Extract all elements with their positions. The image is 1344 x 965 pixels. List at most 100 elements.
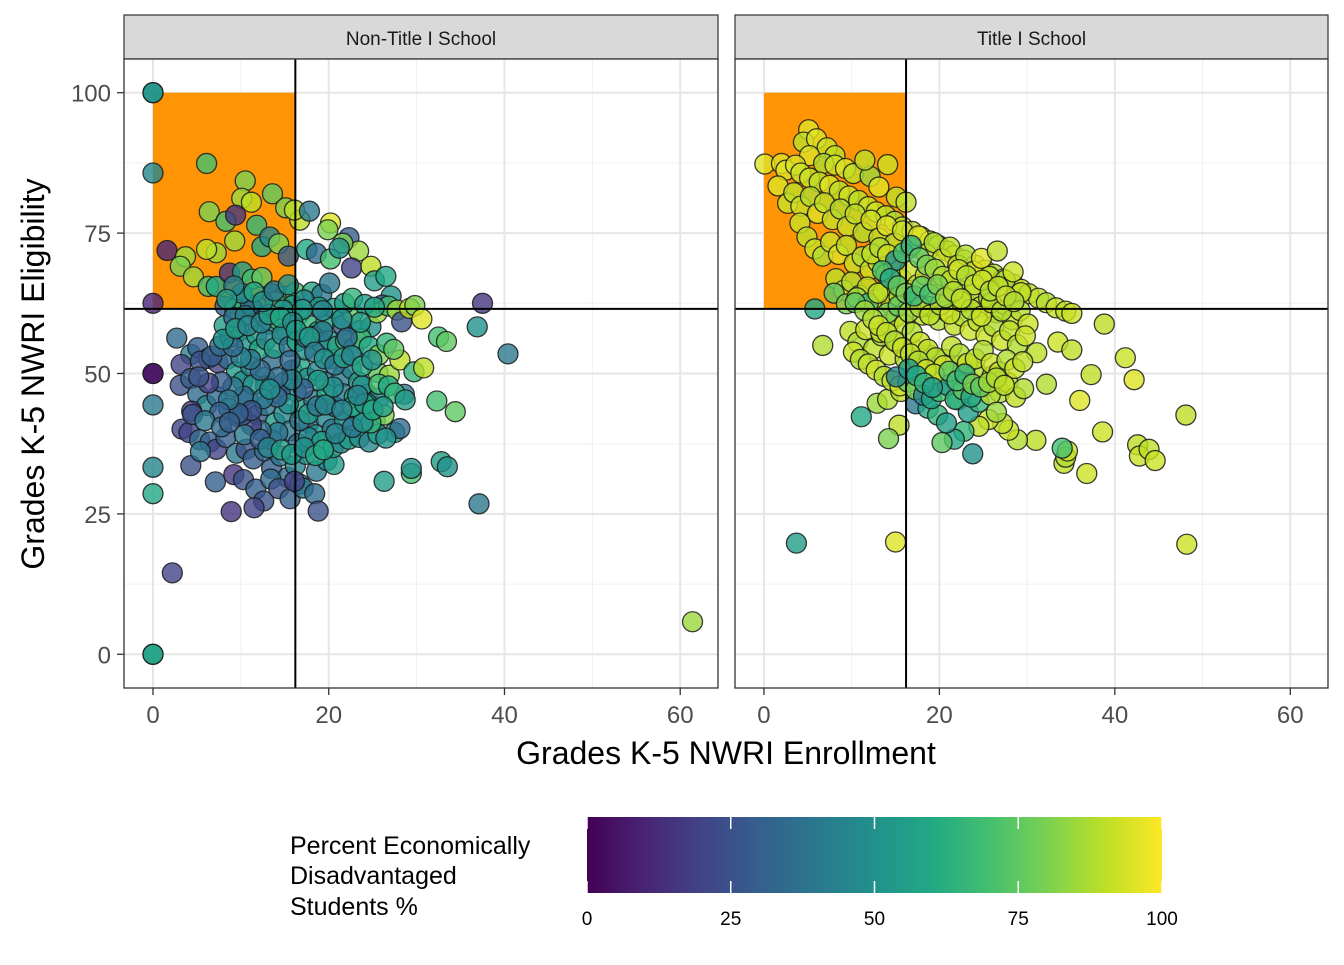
scatter-point	[436, 456, 459, 478]
legend-tick-label: 75	[1008, 909, 1029, 930]
scatter-point	[412, 357, 435, 379]
scatter-point	[156, 239, 178, 262]
legend-tick-label: 25	[720, 909, 741, 930]
scatter-point	[400, 457, 422, 480]
x-tick-label: 60	[667, 702, 694, 729]
scatter-point	[850, 406, 872, 428]
scatter-point	[304, 483, 326, 505]
scatter-point	[1080, 363, 1102, 386]
scatter-point	[218, 411, 241, 434]
scatter-point	[468, 493, 490, 515]
scatter-point	[1012, 351, 1034, 373]
scatter-point	[349, 311, 372, 334]
legend-title-line-3: Students %	[290, 893, 418, 921]
scatter-point	[340, 257, 363, 279]
legend-tick-label: 50	[864, 909, 885, 930]
scatter-point	[328, 237, 350, 259]
scatter-point	[195, 238, 218, 261]
x-tick-label: 20	[926, 702, 953, 729]
scatter-point	[224, 204, 247, 226]
scatter-point	[317, 219, 339, 241]
scatter-point	[921, 376, 944, 399]
scatter-point	[279, 349, 301, 372]
scatter-point	[216, 288, 238, 311]
scatter-point	[785, 532, 808, 554]
scatter-point	[1076, 462, 1098, 485]
scatter-point	[318, 272, 341, 294]
scatter-point	[1051, 437, 1073, 459]
scatter-point	[142, 483, 164, 505]
facet-strip-label: Title I School	[977, 29, 1086, 50]
scatter-point	[243, 497, 265, 519]
scatter-point	[935, 412, 958, 434]
scatter-point	[1035, 373, 1058, 395]
y-tick-label: 25	[84, 502, 111, 529]
scatter-point	[142, 292, 164, 314]
scatter-point	[435, 330, 458, 353]
scatter-point	[142, 82, 164, 104]
scatter-point	[1091, 421, 1114, 443]
x-axis-title: Grades K-5 NWRI Enrollment	[516, 735, 936, 771]
panel-border	[734, 58, 1329, 689]
scatter-point	[1012, 378, 1035, 400]
facet-strip-label: Non-Title I School	[346, 29, 496, 50]
scatter-point	[835, 234, 858, 257]
panel-title-i: Title I School	[734, 14, 1329, 689]
scatter-point	[986, 240, 1008, 262]
color-legend: Percent Economically Disadvantaged Stude…	[290, 817, 1178, 930]
facet-strip	[734, 14, 1329, 60]
scatter-point	[1176, 533, 1198, 555]
scatter-point	[426, 390, 448, 412]
scatter-point	[166, 327, 188, 349]
scatter-point	[411, 308, 433, 330]
scatter-point	[234, 170, 256, 192]
scatter-point	[277, 245, 299, 267]
scatter-point	[1061, 339, 1083, 361]
scatter-point	[1025, 429, 1047, 451]
x-tick-label: 40	[1101, 702, 1128, 729]
scatter-point	[161, 562, 183, 584]
scatter-point	[204, 471, 227, 493]
scatter-point	[394, 389, 416, 411]
scatter-point	[142, 362, 164, 385]
scatter-point	[142, 643, 164, 665]
scatter-point	[142, 394, 164, 416]
scatter-point	[868, 176, 890, 198]
scatter-point	[854, 149, 876, 171]
scatter-point	[259, 378, 281, 400]
scatter-point	[220, 501, 242, 523]
x-tick-label: 20	[315, 702, 342, 729]
scatter-point	[361, 349, 383, 371]
scatter-point	[1175, 404, 1197, 426]
legend-tick-label: 0	[582, 909, 593, 930]
scatter-point	[993, 374, 1015, 396]
scatter-point	[1114, 347, 1137, 369]
scatter-point	[681, 611, 704, 633]
scatter-point	[375, 265, 397, 287]
scatter-point	[331, 308, 353, 330]
scatter-point	[298, 200, 321, 222]
scatter-point	[312, 439, 335, 461]
scatter-point	[1144, 449, 1166, 472]
legend-title-line-2: Disadvantaged	[290, 862, 457, 890]
x-tick-label: 0	[146, 702, 159, 729]
scatter-point	[198, 201, 220, 223]
scatter-point	[884, 531, 907, 553]
scatter-point	[1002, 261, 1024, 283]
facet-strip	[123, 14, 719, 60]
scatter-point	[375, 427, 397, 449]
scatter-point	[931, 431, 953, 454]
x-tick-label: 40	[491, 702, 518, 729]
scatter-point	[182, 266, 205, 288]
scatter-point	[962, 443, 984, 465]
scatter-point	[240, 191, 263, 213]
colorbar	[587, 817, 1162, 893]
scatter-point	[1061, 302, 1083, 325]
scatter-point	[383, 338, 405, 361]
y-tick-label: 0	[98, 642, 111, 669]
scatter-point	[877, 427, 900, 450]
y-tick-label: 75	[84, 221, 111, 248]
x-tick-label: 0	[757, 702, 770, 729]
